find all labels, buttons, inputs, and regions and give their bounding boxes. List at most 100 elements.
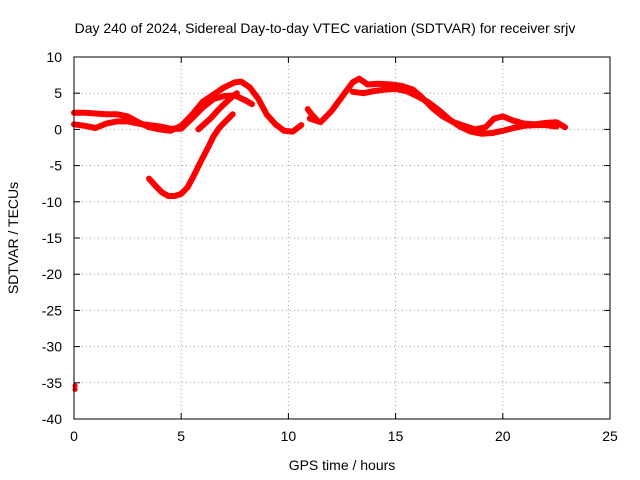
data-point <box>159 189 165 195</box>
series-track-c <box>146 111 236 199</box>
data-point <box>230 111 236 117</box>
data-point <box>532 122 538 128</box>
data-point <box>255 96 261 102</box>
data-point <box>521 123 527 129</box>
data-point <box>167 126 174 132</box>
y-tick-label: -40 <box>42 411 62 427</box>
grid-lines <box>74 57 610 419</box>
data-point <box>152 183 159 189</box>
data-point <box>317 119 324 125</box>
x-tick-label: 0 <box>70 428 78 444</box>
axis-ticks: 0 5 10 15 20 25 -40 -35 -30 -25 -20 -15 -10 -5 0 5 10 <box>42 49 618 444</box>
data-point <box>210 96 216 102</box>
data-point <box>553 123 560 130</box>
data-point <box>215 107 221 114</box>
data-point <box>232 79 238 85</box>
data-point <box>242 97 249 104</box>
data-point <box>290 128 296 135</box>
y-tick-label: 10 <box>46 49 62 65</box>
x-tick-label: 10 <box>281 428 297 444</box>
data-point <box>204 147 210 153</box>
data-point <box>247 84 253 91</box>
data-point <box>313 116 319 122</box>
data-point <box>195 126 201 132</box>
data-point <box>146 176 152 182</box>
series-track-f <box>349 85 560 137</box>
data-point <box>489 130 495 136</box>
data-point <box>457 123 463 130</box>
data-point <box>146 122 152 128</box>
data-point <box>202 121 208 127</box>
data-point <box>468 128 474 135</box>
data-point <box>135 121 141 127</box>
series-track-g <box>304 106 320 123</box>
y-tick-label: -5 <box>50 158 63 174</box>
data-point <box>125 118 131 125</box>
data-point <box>371 88 377 94</box>
data-point <box>172 193 178 199</box>
data-point <box>388 81 394 88</box>
data-point <box>264 112 270 118</box>
data-point <box>238 79 244 85</box>
data-point <box>298 122 304 128</box>
data-point <box>500 128 506 134</box>
series-track-d <box>195 90 240 133</box>
data-point <box>197 159 204 165</box>
data-point <box>208 115 214 121</box>
data-point <box>114 111 120 117</box>
x-tick-label: 5 <box>177 428 185 444</box>
x-tick-label: 20 <box>495 428 511 444</box>
y-tick-label: 5 <box>54 85 62 101</box>
data-point <box>157 123 163 130</box>
data-point <box>365 81 371 88</box>
data-point <box>510 118 517 124</box>
y-tick-label: -20 <box>42 266 62 282</box>
data-point <box>103 121 109 127</box>
data-point <box>350 79 356 85</box>
data-point <box>103 111 109 117</box>
x-tick-label: 15 <box>388 428 404 444</box>
y-tick-label: -35 <box>42 375 62 391</box>
series-outlier <box>72 383 78 392</box>
data-point <box>483 124 489 130</box>
data-point <box>425 99 431 105</box>
data-point <box>510 125 517 131</box>
data-point <box>435 107 442 113</box>
data-point <box>191 172 197 178</box>
data-point <box>375 81 382 87</box>
x-axis-label: GPS time / hours <box>289 457 396 473</box>
data-point <box>210 134 216 140</box>
data-point <box>249 101 255 107</box>
data-point <box>178 126 184 132</box>
data-point <box>221 84 227 91</box>
data-point <box>234 90 240 96</box>
series-line <box>306 75 568 133</box>
data-point <box>281 128 287 134</box>
data-point <box>309 112 315 118</box>
data-point <box>414 93 420 99</box>
data-point <box>403 88 409 94</box>
data-point <box>92 125 99 131</box>
data-point <box>382 86 388 93</box>
data-point <box>305 106 311 112</box>
y-tick-label: -15 <box>42 230 62 246</box>
data-point <box>227 95 234 101</box>
data-point <box>221 101 227 107</box>
data-point <box>92 110 99 117</box>
data-point <box>562 124 568 130</box>
data-point <box>223 118 229 124</box>
data-point <box>82 110 88 116</box>
data-point <box>491 115 497 122</box>
data-point <box>393 86 399 92</box>
data-point <box>221 93 227 99</box>
data-point <box>478 131 484 137</box>
data-point <box>500 113 506 119</box>
data-point <box>217 124 223 130</box>
y-tick-label: -25 <box>42 302 62 318</box>
data-point <box>82 123 88 129</box>
data-point <box>350 89 356 95</box>
data-point <box>356 76 362 82</box>
y-tick-label: -10 <box>42 194 62 210</box>
data-point <box>189 115 195 122</box>
